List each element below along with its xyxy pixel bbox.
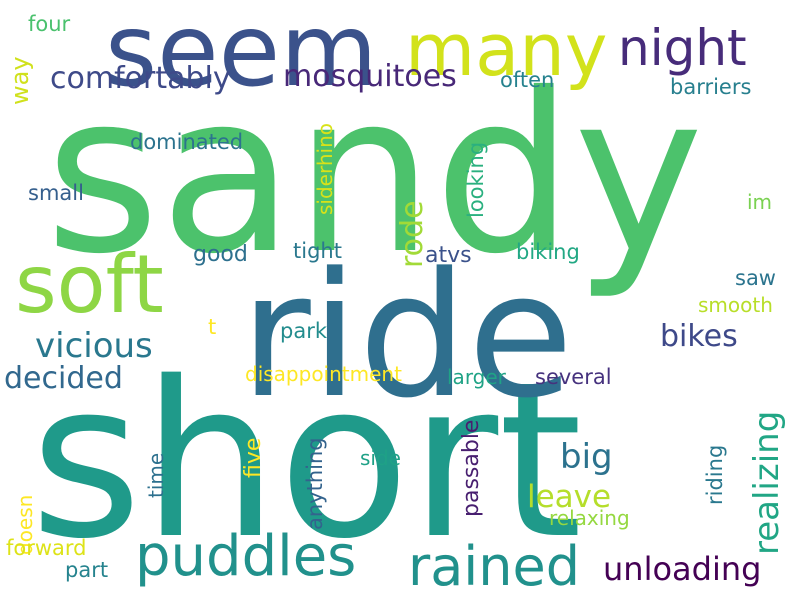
word-rode: rode <box>395 200 430 268</box>
word-puddles: puddles <box>135 524 356 589</box>
word-small: small <box>28 181 84 205</box>
word-biking: biking <box>516 240 580 264</box>
word-good: good <box>193 242 248 267</box>
word-saw: saw <box>735 266 776 290</box>
word-doesn: doesn <box>13 495 37 555</box>
word-unloading: unloading <box>603 550 761 588</box>
word-comfortably: comfortably <box>50 61 231 96</box>
word-t: t <box>208 315 216 339</box>
word-several: several <box>535 365 612 389</box>
word-realizing: realizing <box>747 411 787 555</box>
word-soft: soft <box>15 238 164 331</box>
word-tight: tight <box>293 239 342 263</box>
word-often: often <box>500 68 554 92</box>
word-many: many <box>405 8 608 92</box>
word-ride: ride <box>240 235 574 436</box>
word-side: side <box>360 446 401 470</box>
word-decided: decided <box>4 361 123 396</box>
word-bikes: bikes <box>660 319 738 354</box>
word-dominated: dominated <box>130 130 243 154</box>
word-big: big <box>560 437 613 477</box>
word-anything: anything <box>303 437 327 530</box>
word-rained: rained <box>408 535 580 598</box>
word-night: night <box>618 19 747 77</box>
word-leave: leave <box>527 479 611 515</box>
word-part: part <box>65 558 108 582</box>
word-riding: riding <box>703 445 727 505</box>
word-park: park <box>280 319 328 343</box>
word-im: im <box>747 190 772 214</box>
word-disappointment: disappointment <box>245 362 402 386</box>
word-passable: passable <box>459 420 484 517</box>
word-looking: looking <box>464 142 488 218</box>
word-short: short <box>30 335 583 586</box>
word-way: way <box>6 56 34 105</box>
word-five: five <box>241 438 266 478</box>
word-forward: forward <box>6 536 87 560</box>
word-mosquitoes: mosquitoes <box>283 59 457 94</box>
word-vicious: vicious <box>35 326 153 366</box>
word-relaxing: relaxing <box>549 506 630 530</box>
word-larger: larger <box>447 365 507 389</box>
word-atvs: atvs <box>425 243 472 268</box>
word-seem: seem <box>105 0 378 109</box>
word-siderhino: siderhino <box>313 123 337 215</box>
word-time: time <box>144 453 168 498</box>
word-barriers: barriers <box>670 75 751 99</box>
word-smooth: smooth <box>698 293 773 317</box>
word-four: four <box>28 12 71 36</box>
word-sandy: sandy <box>45 46 704 302</box>
